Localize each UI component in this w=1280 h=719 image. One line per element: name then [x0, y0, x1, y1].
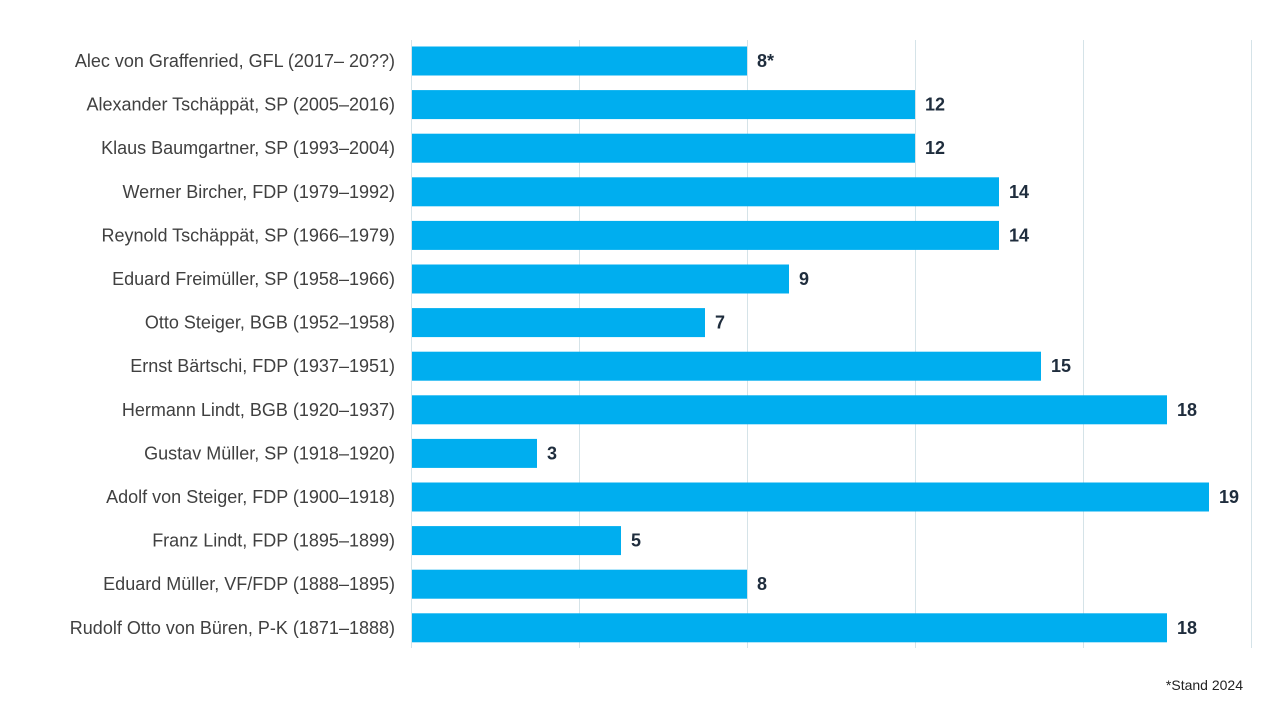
value-label: 7	[715, 313, 725, 333]
category-label: Werner Bircher, FDP (1979–1992)	[123, 182, 395, 202]
value-label: 5	[631, 531, 641, 551]
category-label: Hermann Lindt, BGB (1920–1937)	[122, 400, 395, 420]
bar	[412, 46, 747, 76]
category-label: Otto Steiger, BGB (1952–1958)	[145, 313, 395, 333]
category-label: Reynold Tschäppät, SP (1966–1979)	[101, 225, 395, 245]
value-label: 19	[1219, 487, 1239, 507]
category-label: Alexander Tschäppät, SP (2005–2016)	[86, 95, 395, 115]
bar	[412, 569, 747, 599]
bar	[412, 395, 1167, 425]
value-label: 12	[925, 138, 945, 158]
category-label: Franz Lindt, FDP (1895–1899)	[152, 531, 395, 551]
bar	[412, 220, 999, 250]
value-labels: 8* 12 12 14 14 9 7 15 18 3 19 5 8 18	[547, 51, 1239, 638]
bar	[412, 438, 537, 468]
value-label: 18	[1177, 618, 1197, 638]
bars	[412, 46, 1209, 643]
bar	[412, 264, 789, 294]
value-label: 15	[1051, 356, 1071, 376]
value-label: 8	[757, 574, 767, 594]
category-label: Eduard Freimüller, SP (1958–1966)	[112, 269, 395, 289]
category-label: Gustav Müller, SP (1918–1920)	[144, 443, 395, 463]
bar	[412, 351, 1041, 381]
category-label: Adolf von Steiger, FDP (1900–1918)	[106, 487, 395, 507]
bar	[412, 90, 915, 120]
bar	[412, 526, 621, 556]
value-label: 14	[1009, 182, 1029, 202]
value-label: 18	[1177, 400, 1197, 420]
bar	[412, 308, 705, 338]
value-label: 12	[925, 95, 945, 115]
grid-lines	[411, 40, 1252, 648]
footnote: *Stand 2024	[1165, 677, 1243, 693]
bar	[412, 482, 1209, 512]
category-label: Rudolf Otto von Büren, P-K (1871–1888)	[70, 618, 395, 638]
category-label: Ernst Bärtschi, FDP (1937–1951)	[130, 356, 395, 376]
bar	[412, 177, 999, 207]
value-label: 8*	[757, 51, 774, 71]
value-label: 14	[1009, 225, 1029, 245]
value-label: 3	[547, 443, 557, 463]
category-label: Eduard Müller, VF/FDP (1888–1895)	[103, 574, 395, 594]
bar	[412, 613, 1167, 643]
category-labels: Alec von Graffenried, GFL (2017– 20??) Al…	[70, 51, 395, 638]
category-label: Alec von Graffenried, GFL (2017– 20??)	[75, 51, 395, 71]
category-label: Klaus Baumgartner, SP (1993–2004)	[101, 138, 395, 158]
bar	[412, 133, 915, 163]
value-label: 9	[799, 269, 809, 289]
